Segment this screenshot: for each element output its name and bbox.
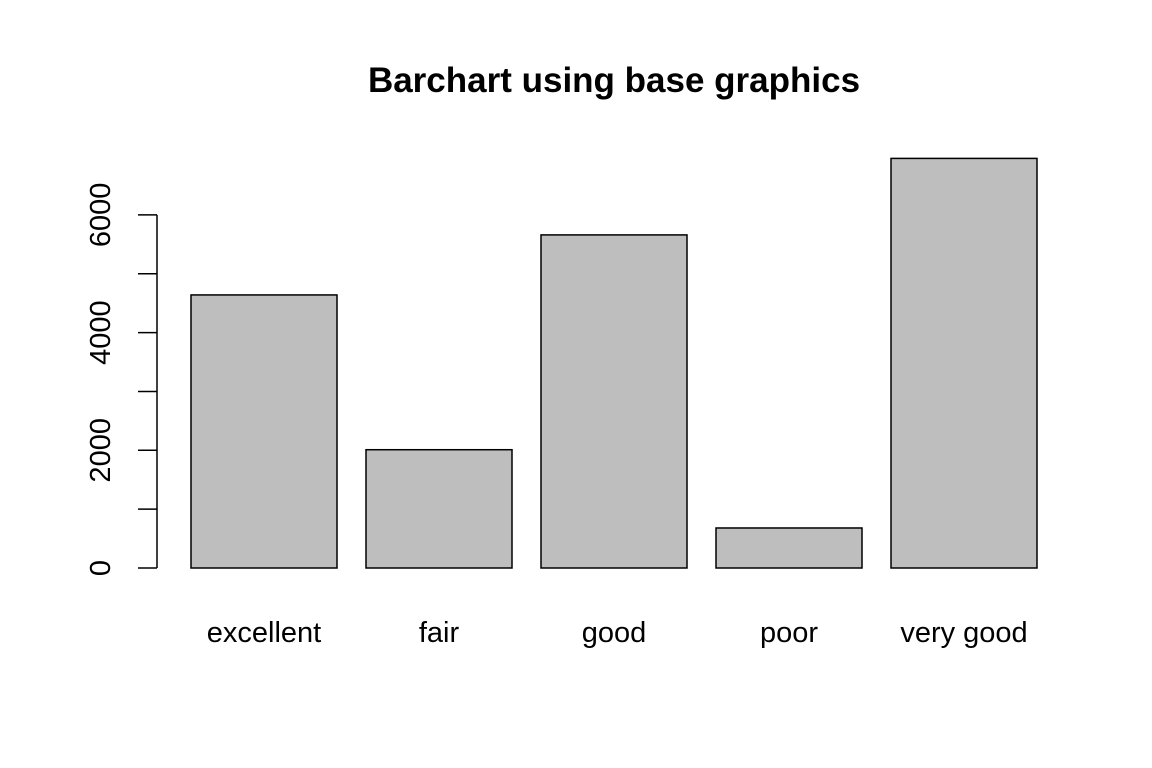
y-axis: 0 2000 4000 6000 xyxy=(85,183,158,576)
category-label: very good xyxy=(900,617,1027,649)
y-tick-label: 4000 xyxy=(85,300,117,365)
category-label: excellent xyxy=(207,617,321,649)
y-tick-label: 2000 xyxy=(85,418,117,483)
category-label: fair xyxy=(419,617,460,649)
bar-fair xyxy=(365,448,513,569)
bars-group xyxy=(190,157,1038,569)
bar-very-good xyxy=(890,157,1038,569)
bar-poor xyxy=(715,527,863,569)
chart-title: Barchart using base graphics xyxy=(368,61,860,100)
category-label: poor xyxy=(760,617,818,649)
bar-excellent xyxy=(190,294,338,569)
category-labels: excellent fair good poor very good xyxy=(207,617,1028,649)
bar-good xyxy=(540,234,688,569)
y-tick-label: 6000 xyxy=(85,183,117,248)
category-label: good xyxy=(582,617,647,649)
y-tick-label: 0 xyxy=(85,560,117,576)
